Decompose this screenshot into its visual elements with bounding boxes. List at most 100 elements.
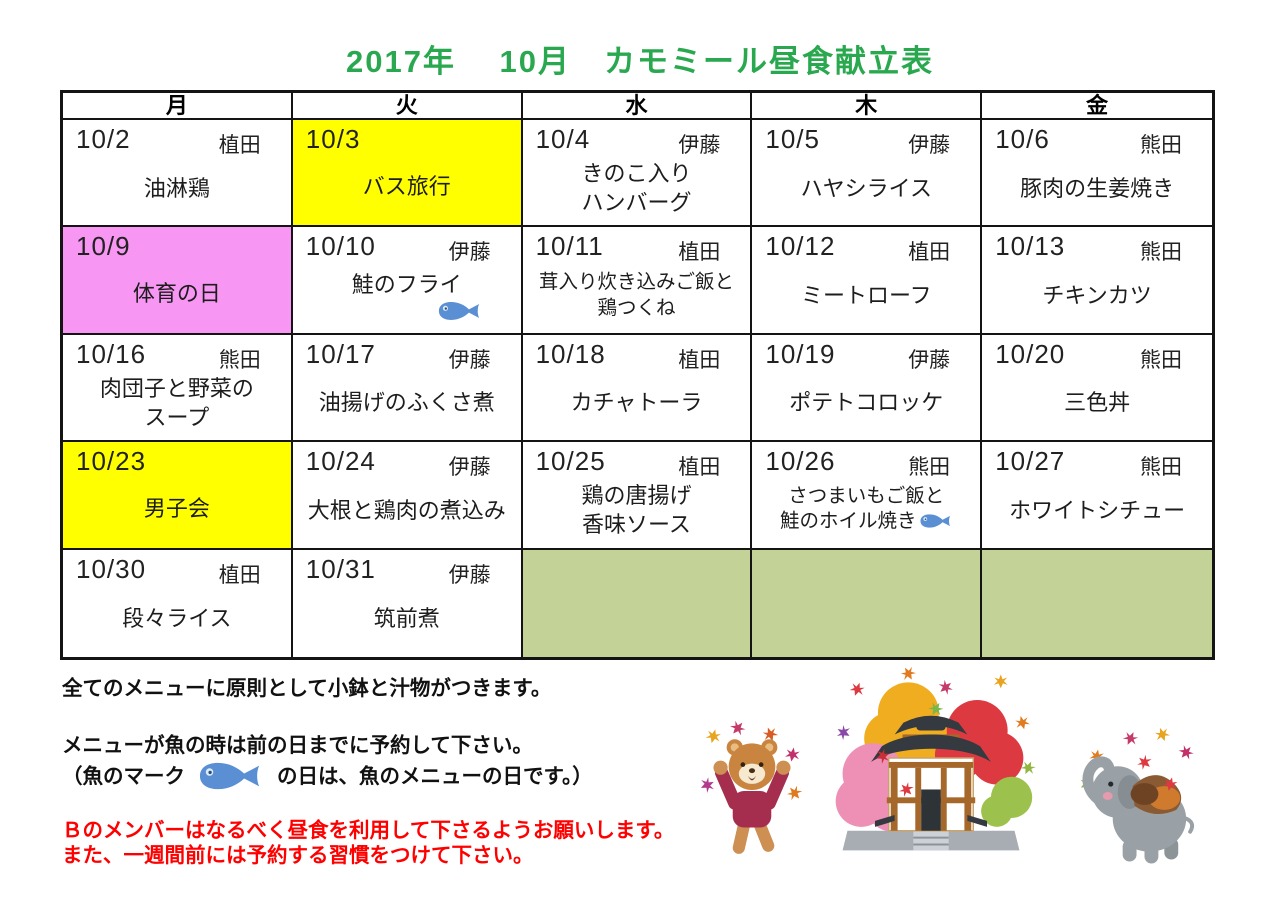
cell-menu: さつまいもご飯と 鮭のホイル焼き <box>752 481 980 547</box>
cell-staff-name: 熊田 <box>1140 241 1182 265</box>
cell-menu-line: 筑前煮 <box>373 606 440 632</box>
cell-menu: 豚肉の生姜焼き <box>982 159 1212 225</box>
cell-menu-line: 男子会 <box>143 495 210 521</box>
calendar-cell-10-17: 10/17 伊藤 油揚げのふくさ煮 <box>292 334 523 443</box>
cell-date: 10/12 <box>765 231 836 262</box>
calendar-cell-10-20: 10/20 熊田 三色丼 <box>982 334 1212 443</box>
note-fish-mark-before: （魚のマーク <box>62 764 185 788</box>
calendar-table: 月火水木金 10/2 植田 油淋鶏 10/3 バス旅行 10/4 伊藤 きのこ入り ハンバーグ 1… <box>60 90 1215 660</box>
cell-menu-line: スープ <box>144 404 210 430</box>
calendar-cell-10-31: 10/31 伊藤 筑前煮 <box>292 549 523 657</box>
cell-date: 10/20 <box>995 338 1066 369</box>
cell-staff-name: 熊田 <box>908 456 951 480</box>
fish-mark-row <box>293 300 521 322</box>
calendar-cell-10-10: 10/10 伊藤 鮭のフライ <box>292 227 523 335</box>
cell-menu-line: 鶏つくね <box>597 296 676 319</box>
calendar-cell-10-19: 10/19 伊藤 ポテトコロッケ <box>752 334 983 443</box>
note-reserve-habit: また、一週間前には予約する習慣をつけて下さい。 <box>62 844 534 867</box>
cell-menu: チキンカツ <box>982 266 1212 332</box>
cell-staff-name: 伊藤 <box>908 348 951 372</box>
day-header-3: 木 <box>752 93 983 120</box>
cell-date: 10/30 <box>76 553 147 584</box>
cell-menu: 茸入り炊き込みご飯と 鶏つくね <box>523 266 751 332</box>
cell-menu-line: ホワイトシチュー <box>1009 497 1186 523</box>
cell-menu-line: 段々ライス <box>122 606 232 632</box>
calendar-cell-10-18: 10/18 植田 カチャトーラ <box>522 334 753 443</box>
calendar-cell-10-12: 10/12 植田 ミートローフ <box>752 227 983 335</box>
page-title: 2017年 10月 カモミール昼食献立表 <box>345 44 935 79</box>
cell-menu-line: 肉団子と野菜の <box>99 375 254 401</box>
cell-staff-name: 熊田 <box>218 348 261 372</box>
calendar-cell-10-25: 10/25 植田 鶏の唐揚げ 香味ソース <box>522 442 753 550</box>
cell-menu-line: 鶏の唐揚げ <box>581 483 692 509</box>
cell-date: 10/24 <box>305 446 376 477</box>
cell-menu-line: ミートローフ <box>800 283 932 309</box>
cell-date: 10/31 <box>305 553 376 584</box>
fish-icon <box>438 301 479 320</box>
note-fish-reservation: メニューが魚の時は前の日までに予約して下さい。 <box>62 734 533 757</box>
cell-staff-name: 植田 <box>678 241 721 265</box>
cell-staff-name: 伊藤 <box>908 134 951 157</box>
fish-icon <box>199 762 260 790</box>
cell-date: 10/6 <box>995 124 1050 154</box>
cell-menu: 三色丼 <box>982 374 1212 440</box>
cell-menu-line: チキンカツ <box>1042 283 1152 309</box>
calendar-cell-empty <box>982 549 1212 657</box>
fish-icon <box>920 514 950 528</box>
cell-staff-name: 植田 <box>218 563 261 587</box>
calendar-cell-10-2: 10/2 植田 油淋鶏 <box>63 120 293 228</box>
cell-menu-line: ハヤシライス <box>800 175 932 201</box>
cell-date: 10/10 <box>305 231 376 262</box>
calendar-cell-10-23: 10/23 男子会 <box>63 442 293 550</box>
calendar-cell-10-5: 10/5 伊藤ハヤシライス <box>752 120 983 228</box>
calendar-cell-10-11: 10/11 植田 茸入り炊き込みご飯と 鶏つくね <box>522 227 753 335</box>
day-header-4: 金 <box>982 93 1212 120</box>
cell-menu: きのこ入り ハンバーグ <box>523 159 751 225</box>
cell-menu: 段々ライス <box>63 589 291 657</box>
cell-staff-name: 植田 <box>678 456 721 480</box>
cell-date: 10/13 <box>995 231 1066 262</box>
cell-staff-name: 熊田 <box>1140 456 1182 480</box>
cell-date: 10/17 <box>305 338 376 369</box>
cell-menu-line: 鮭のホイル焼き <box>780 509 953 537</box>
cell-menu-line: 茸入り炊き込みご飯と <box>538 270 734 293</box>
day-header-1: 火 <box>292 93 523 120</box>
elephant-illustration <box>1077 726 1196 864</box>
cell-menu: バス旅行 <box>293 155 521 225</box>
cell-menu-line: 三色丼 <box>1064 390 1131 416</box>
calendar-cell-10-27: 10/27 熊田 ホワイトシチュー <box>982 442 1212 550</box>
cell-menu-line: 体育の日 <box>132 281 221 307</box>
cell-menu-line: 油淋鶏 <box>143 175 210 201</box>
cell-menu: 大根と鶏肉の煮込み <box>293 481 521 547</box>
cell-date: 10/23 <box>76 446 147 477</box>
cell-menu-line: 油揚げのふくさ煮 <box>318 390 495 416</box>
cell-staff-name: 植田 <box>678 348 721 372</box>
calendar-body: 10/2 植田 油淋鶏 10/3 バス旅行 10/4 伊藤 きのこ入り ハンバーグ 10/5 伊藤ハ… <box>63 120 1212 657</box>
cell-date: 10/2 <box>76 124 131 154</box>
cell-menu: 男子会 <box>63 477 291 547</box>
cell-date: 10/26 <box>765 446 836 477</box>
note-b-members: Ｂのメンバーはなるべく昼食を利用して下さるようお願いします。 <box>62 819 675 842</box>
cell-staff-name: 熊田 <box>1140 348 1182 372</box>
cell-menu-line: 豚肉の生姜焼き <box>1020 175 1175 201</box>
cell-menu: ミートローフ <box>752 266 980 332</box>
calendar-header-row: 月火水木金 <box>63 93 1212 120</box>
calendar-cell-10-30: 10/30 植田段々ライス <box>63 549 293 657</box>
cell-menu-line: バス旅行 <box>362 173 451 199</box>
cell-staff-name: 伊藤 <box>678 134 721 157</box>
calendar-cell-10-3: 10/3 バス旅行 <box>292 120 523 228</box>
note-fish-mark: （魚のマーク の日は、魚のメニューの日です。） <box>62 760 722 792</box>
note-side-dishes: 全てのメニューに原則として小鉢と汁物がつきます。 <box>62 677 552 700</box>
cell-date: 10/5 <box>765 124 820 154</box>
cell-menu: 肉団子と野菜の スープ <box>63 374 291 440</box>
cell-menu-line: 大根と鶏肉の煮込み <box>307 497 506 523</box>
temple-building <box>842 715 1020 851</box>
calendar-cell-10-6: 10/6 熊田 豚肉の生姜焼き <box>982 120 1212 228</box>
calendar-cell-10-13: 10/13 熊田チキンカツ <box>982 227 1212 335</box>
day-header-2: 水 <box>522 93 753 120</box>
cell-staff-name: 伊藤 <box>448 563 491 587</box>
cell-staff-name: 伊藤 <box>448 241 491 265</box>
calendar-cell-10-4: 10/4 伊藤 きのこ入り ハンバーグ <box>522 120 753 228</box>
cell-menu: カチャトーラ <box>523 374 751 440</box>
